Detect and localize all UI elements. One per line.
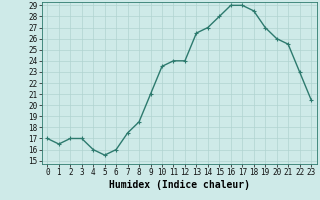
X-axis label: Humidex (Indice chaleur): Humidex (Indice chaleur)	[109, 180, 250, 190]
